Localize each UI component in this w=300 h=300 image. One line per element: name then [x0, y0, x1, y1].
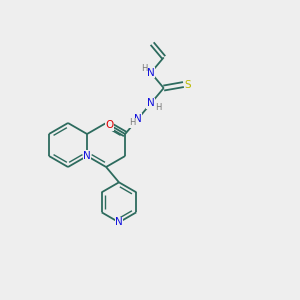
Text: N: N: [134, 114, 142, 124]
Text: H: H: [141, 64, 147, 73]
Text: O: O: [105, 120, 114, 130]
Text: N: N: [83, 151, 91, 161]
Text: H: H: [129, 118, 135, 127]
Text: S: S: [184, 80, 191, 90]
Text: N: N: [147, 68, 155, 78]
Text: H: H: [155, 103, 161, 112]
Text: N: N: [115, 217, 123, 227]
Text: N: N: [147, 98, 155, 108]
